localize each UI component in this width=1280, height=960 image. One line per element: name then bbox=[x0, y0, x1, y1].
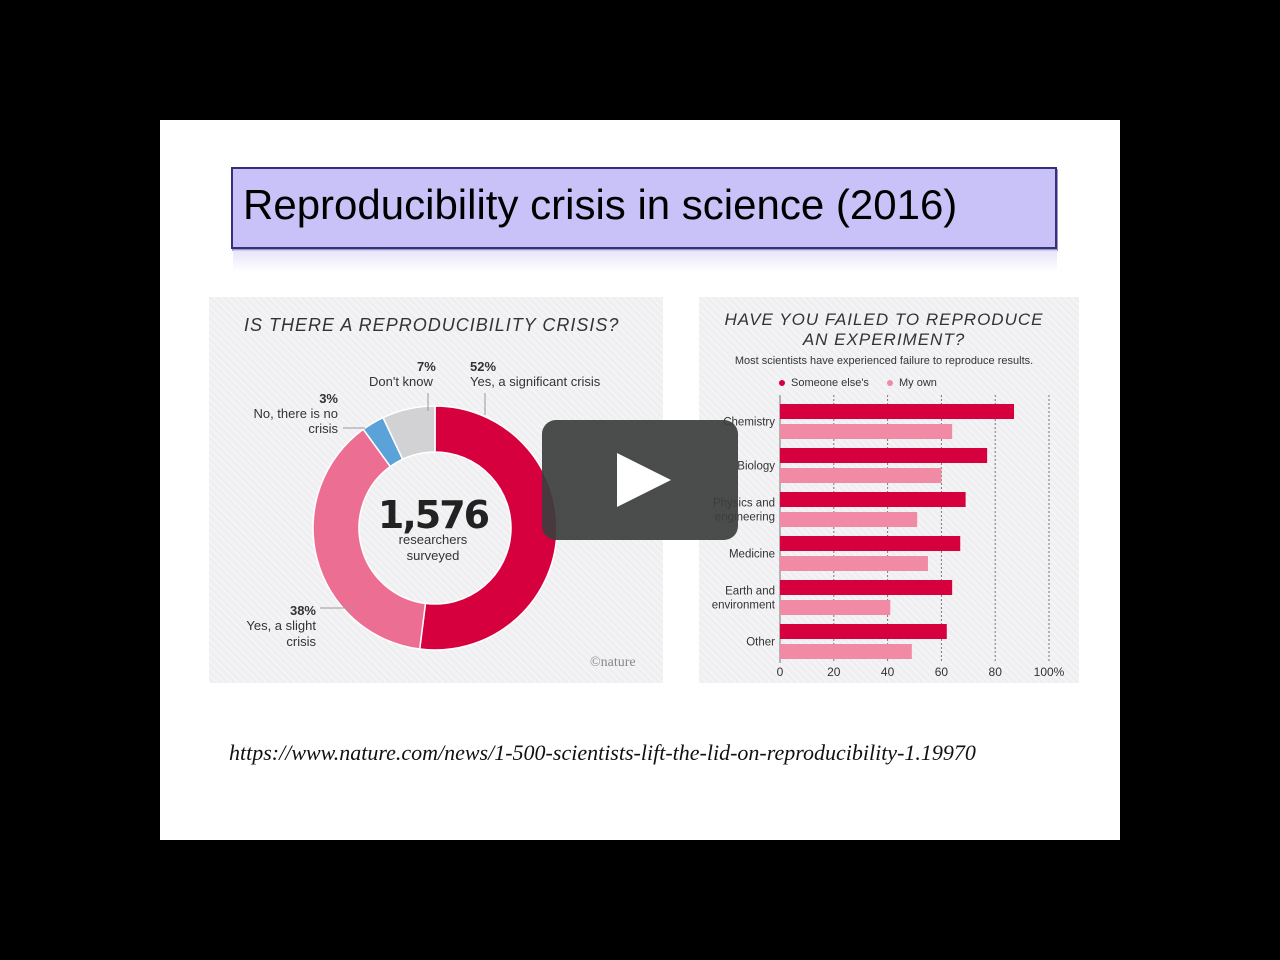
slice-label-no-crisis-line2: crisis bbox=[308, 421, 338, 436]
title-reflection bbox=[233, 250, 1057, 272]
donut-slice-significant bbox=[418, 405, 558, 651]
center-value: 1,576 bbox=[377, 493, 490, 537]
slice-label-slight-line1: Yes, a slight bbox=[246, 618, 316, 633]
x-tick-label: 100% bbox=[1034, 665, 1065, 679]
bar-my-own bbox=[780, 556, 928, 571]
bar-chart-title-line2: AN EXPERIMENT? bbox=[802, 330, 966, 349]
legend-dot-my-own bbox=[887, 380, 893, 386]
bar-my-own bbox=[780, 644, 912, 659]
bar-someone-else bbox=[780, 580, 953, 595]
slice-label-significant-pct: 52% bbox=[470, 359, 497, 374]
slice-label-significant: Yes, a significant crisis bbox=[470, 374, 601, 389]
bar-someone-else bbox=[780, 492, 966, 507]
category-label: Earth and bbox=[725, 586, 775, 598]
x-tick-label: 80 bbox=[989, 665, 1003, 679]
x-tick-label: 40 bbox=[881, 665, 895, 679]
category-label: Medicine bbox=[729, 549, 775, 561]
legend-label-my-own: My own bbox=[899, 377, 937, 389]
bar-someone-else bbox=[780, 624, 947, 639]
slice-label-slight-line2: crisis bbox=[286, 634, 316, 649]
bar-someone-else bbox=[780, 404, 1015, 419]
play-icon bbox=[617, 453, 671, 507]
donut-slice-slight bbox=[312, 428, 427, 650]
category-label: Other bbox=[746, 637, 775, 649]
donut-chart-title: IS THERE A REPRODUCIBILITY CRISIS? bbox=[244, 315, 620, 335]
source-url: https://www.nature.com/news/1-500-scient… bbox=[229, 740, 976, 765]
slice-label-no-crisis-pct: 3% bbox=[319, 391, 338, 406]
category-label: Biology bbox=[737, 461, 775, 473]
donut-chart bbox=[312, 393, 558, 651]
center-label-line1: researchers bbox=[398, 532, 468, 547]
bar-my-own bbox=[780, 468, 942, 483]
bar-chart-subtitle: Most scientists have experienced failure… bbox=[734, 355, 1034, 367]
nature-credit: ©nature bbox=[590, 655, 636, 670]
category-label: Chemistry bbox=[723, 417, 775, 429]
legend-label-someone-else: Someone else's bbox=[791, 377, 869, 389]
category-label: environment bbox=[712, 600, 776, 612]
x-tick-label: 20 bbox=[827, 665, 841, 679]
play-button[interactable] bbox=[542, 420, 738, 540]
bar-chart-panel: HAVE YOU FAILED TO REPRODUCE AN EXPERIME… bbox=[699, 297, 1079, 683]
slide-title: Reproducibility crisis in science (2016) bbox=[243, 181, 958, 228]
slice-label-dont-know: Don't know bbox=[369, 374, 433, 389]
donut-slice-dont-know bbox=[382, 405, 436, 461]
x-tick-label: 60 bbox=[935, 665, 949, 679]
slide-title-box: Reproducibility crisis in science (2016) bbox=[231, 167, 1057, 249]
slice-label-dont-know-pct: 7% bbox=[417, 359, 436, 374]
slice-label-slight-pct: 38% bbox=[289, 603, 316, 618]
bar-chart-title-line1: HAVE YOU FAILED TO REPRODUCE bbox=[724, 310, 1044, 329]
center-label-line2: surveyed bbox=[406, 548, 460, 563]
x-tick-label: 0 bbox=[777, 665, 784, 679]
bar-my-own bbox=[780, 424, 953, 439]
slice-label-no-crisis-line1: No, there is no bbox=[253, 406, 338, 421]
bar-someone-else bbox=[780, 536, 961, 551]
bar-my-own bbox=[780, 512, 918, 527]
bar-someone-else bbox=[780, 448, 988, 463]
legend-dot-someone-else bbox=[779, 380, 785, 386]
bar-my-own bbox=[780, 600, 891, 615]
